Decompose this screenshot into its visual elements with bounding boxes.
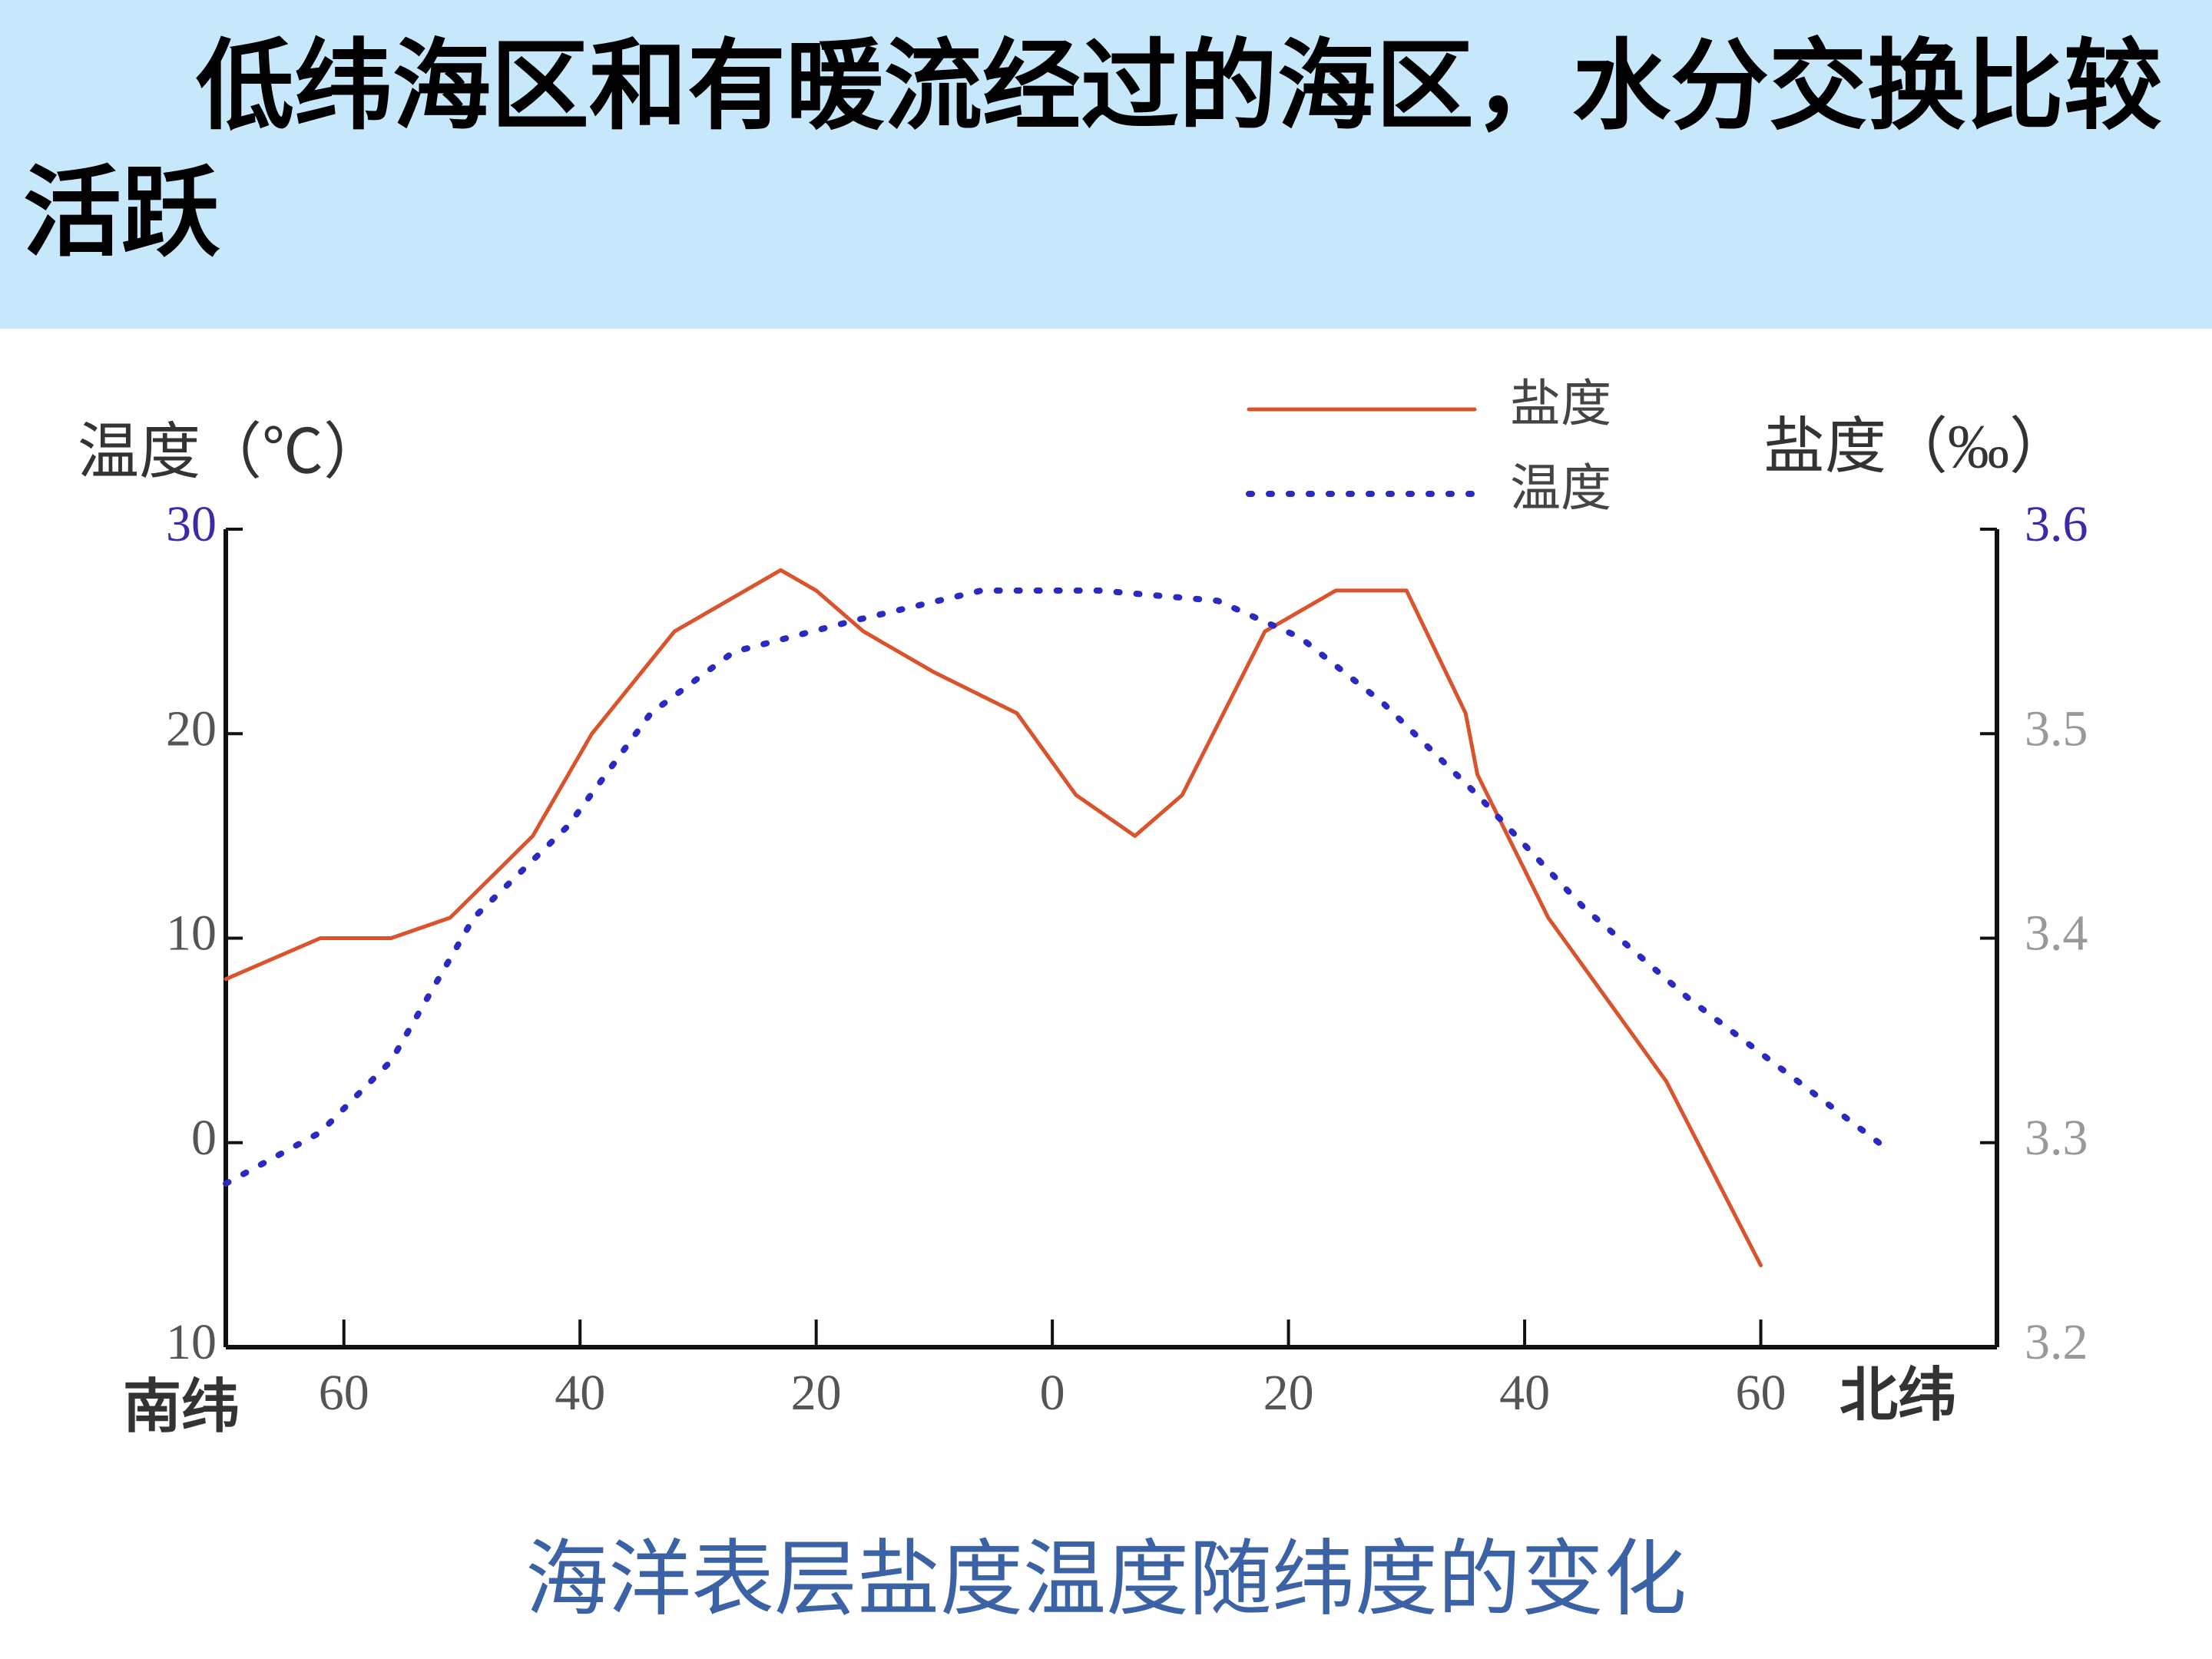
header-title: 低纬海区和有暖流经过的海区，水分交换比较活跃 [23,29,2163,270]
y-tick-label: 10 [166,1314,217,1370]
x-tick-label: 20 [1263,1365,1314,1421]
x-tick-label: 60 [1736,1365,1786,1421]
x-tick-label: 40 [555,1365,605,1421]
series-line [224,568,1763,1267]
x-tick-label: 60 [319,1365,369,1421]
x-axis-label: 北纬 [1839,1363,1956,1428]
y-tick-label: 20 [166,700,217,757]
y2-axis-title: 盐度（‰） [1763,413,2071,481]
y-tick-label: 0 [191,1110,217,1166]
y2-tick-label: 3.3 [2025,1110,2088,1166]
y-tick-label: 10 [166,906,217,962]
legend-label: 温度 [1510,461,1611,517]
y-tick-label: 30 [166,496,217,552]
legend-label: 盐度 [1510,376,1611,432]
x-axis-label: 南纬 [123,1375,240,1439]
caption: 海洋表层盐度温度随纬度的变化 [525,1535,1687,1626]
x-tick-label: 20 [791,1365,842,1421]
y2-tick-label: 3.5 [2025,700,2088,757]
y2-tick-label: 3.2 [2025,1314,2088,1370]
x-tick-label: 40 [1499,1365,1550,1421]
header: 低纬海区和有暖流经过的海区，水分交换比较活跃 [0,0,2212,329]
y-axis-title: 温度（℃） [78,419,385,486]
series-line [223,587,1883,1187]
y2-tick-label: 3.6 [2025,496,2088,552]
x-tick-label: 0 [1040,1365,1065,1421]
y2-tick-label: 3.4 [2025,906,2088,962]
chart: 10 0 10 20 30 3.2 3.3 3.4 3.5 3.6 60 40 20 0 20 40 60 温度（… [78,376,2088,1626]
